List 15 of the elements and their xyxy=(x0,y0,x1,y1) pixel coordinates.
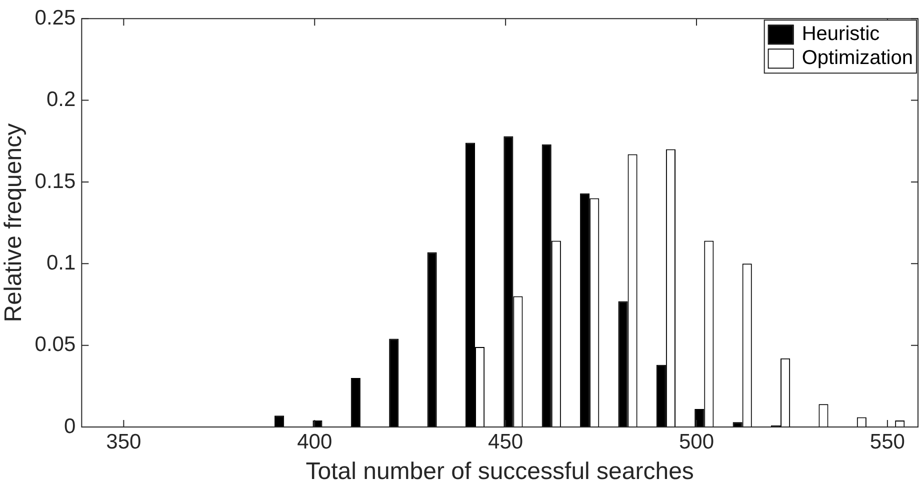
x-tick-label: 450 xyxy=(488,430,524,454)
y-tick-label: 0.2 xyxy=(46,88,76,112)
x-tick-label: 350 xyxy=(106,430,142,454)
y-tick-label: 0.1 xyxy=(46,251,76,274)
x-tick-label: 550 xyxy=(870,430,905,454)
x-axis-title: Total number of successful searches xyxy=(306,458,694,486)
x-tick-label: 400 xyxy=(297,430,332,454)
legend-label: Optimization xyxy=(802,47,914,70)
y-axis-title: Relative frequency xyxy=(0,123,28,322)
legend-label: Heuristic xyxy=(802,23,880,46)
y-tick-label: 0.25 xyxy=(34,6,76,30)
y-tick-label: 0.05 xyxy=(34,333,76,356)
x-tick-label: 500 xyxy=(678,430,714,454)
y-tick-label: 0 xyxy=(64,414,76,438)
y-tick-label: 0.15 xyxy=(34,170,76,193)
